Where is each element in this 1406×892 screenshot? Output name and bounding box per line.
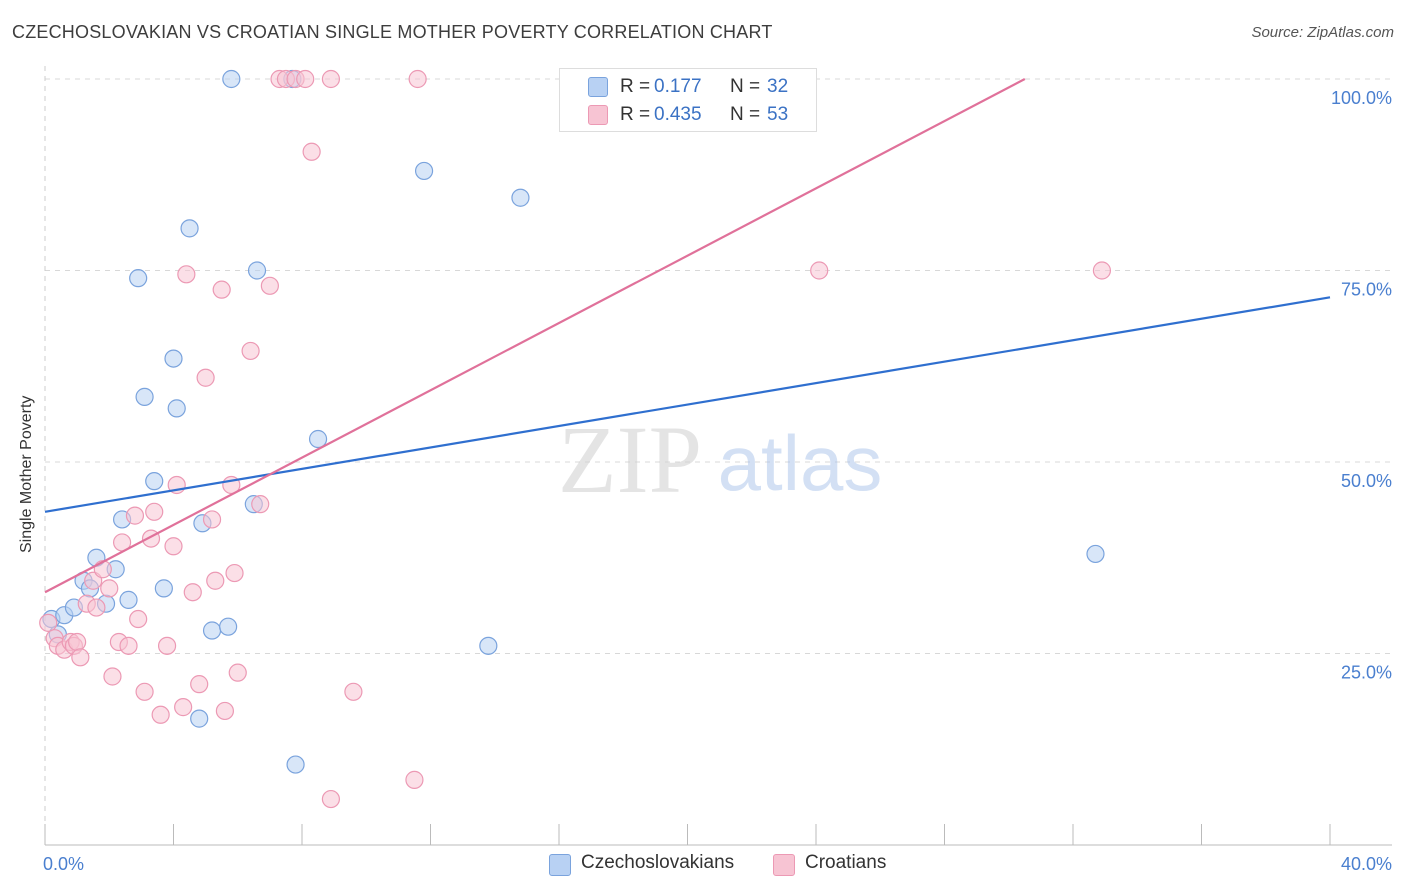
croat-point — [87, 598, 106, 617]
czech-swatch — [588, 77, 608, 97]
croat-point — [174, 698, 193, 717]
croat-legend-label: Croatians — [805, 852, 887, 873]
czech-point — [202, 621, 222, 640]
czech-point — [164, 349, 183, 368]
croat-point — [1092, 261, 1112, 280]
r-label: R = — [620, 104, 651, 125]
czech-point — [247, 261, 267, 280]
watermark-atlas: atlas — [718, 419, 883, 507]
czech-point — [135, 387, 154, 406]
croat-point — [71, 648, 90, 667]
grid-layer — [45, 78, 1392, 654]
y-tick-label: 75.0% — [1341, 280, 1392, 300]
croat-point — [119, 636, 138, 655]
croat-n-value: 53 — [767, 104, 789, 125]
croat-point — [408, 69, 427, 89]
n-label: N = — [730, 104, 761, 125]
czech-point — [119, 590, 138, 609]
croat-point — [190, 675, 209, 694]
croat-point — [151, 705, 170, 724]
croat-point — [260, 276, 279, 295]
legend-row-croat: R = 0.435 N = 53 — [560, 102, 816, 130]
croat-point — [39, 613, 58, 632]
czech-point — [219, 617, 238, 636]
n-label: N = — [730, 76, 761, 97]
r-label: R = — [620, 76, 651, 97]
croat-point — [177, 265, 196, 284]
y-tick-label: 100.0% — [1331, 88, 1392, 108]
czech-point — [511, 188, 530, 207]
czech-r-value: 0.177 — [654, 76, 702, 97]
x-tick-label-max: 40.0% — [1341, 854, 1392, 874]
croat-point — [405, 770, 424, 789]
croat-point — [344, 682, 363, 701]
croat-point — [215, 701, 234, 721]
czech-point — [1086, 544, 1105, 564]
tick-labels: 25.0% 50.0% 75.0% 100.0% 0.0% 40.0% — [43, 88, 1392, 874]
x-tick-label-min: 0.0% — [43, 854, 84, 874]
croat-point — [135, 682, 154, 701]
czech-legend-swatch — [549, 854, 571, 876]
croat-point — [145, 502, 164, 521]
y-axis-title-wrap: Single Mother Poverty — [0, 396, 35, 553]
czech-point — [414, 161, 434, 181]
croat-legend-swatch — [773, 854, 795, 876]
czech-point — [286, 755, 305, 774]
croat-point — [125, 506, 145, 525]
croat-point — [202, 510, 222, 529]
watermark-zip: ZIP — [558, 406, 702, 513]
y-axis-title: Single Mother Poverty — [18, 395, 35, 553]
croat-swatch — [588, 105, 608, 125]
watermark: ZIP atlas — [558, 406, 882, 513]
croat-point — [810, 261, 829, 280]
croat-point — [225, 563, 244, 583]
croat-point — [103, 667, 122, 686]
czech-point — [180, 219, 199, 238]
czech-trend-line — [44, 296, 1331, 513]
czech-point — [222, 69, 241, 89]
croat-point — [100, 579, 119, 598]
croat-point — [302, 142, 321, 161]
croat-point — [212, 280, 231, 299]
czech-point — [145, 472, 164, 491]
source-label: Source: ZipAtlas.com — [1251, 24, 1394, 41]
trend-lines — [44, 78, 1331, 594]
croat-point — [93, 560, 112, 579]
croat-point — [321, 789, 341, 809]
chart-title: CZECHOSLOVAKIAN VS CROATIAN SINGLE MOTHE… — [12, 22, 773, 42]
croat-point — [196, 368, 215, 387]
y-tick-label: 25.0% — [1341, 663, 1392, 683]
czech-legend-label: Czechoslovakians — [581, 852, 735, 873]
croat-point — [164, 537, 183, 556]
croat-point — [251, 495, 270, 514]
croat-point — [296, 69, 315, 89]
croat-point — [157, 636, 177, 655]
czech-point — [154, 579, 173, 598]
croat-point — [228, 663, 247, 682]
croat-point — [241, 341, 260, 361]
legend-row-czech: R = 0.177 N = 32 — [560, 74, 816, 102]
czech-point — [190, 709, 209, 728]
croat-r-value: 0.435 — [654, 104, 702, 125]
series-legend: Czechoslovakians Croatians — [0, 852, 1406, 878]
correlation-legend: R = 0.177 N = 32 R = 0.435 N = 53 — [559, 68, 817, 132]
croat-point — [68, 632, 87, 652]
croat-points — [39, 69, 1112, 809]
czech-n-value: 32 — [767, 76, 789, 97]
czech-point — [479, 636, 498, 655]
czech-point — [129, 269, 148, 288]
croat-point — [183, 583, 202, 602]
czech-point — [308, 429, 328, 449]
croat-point — [206, 571, 225, 590]
y-tick-label: 50.0% — [1341, 471, 1392, 491]
croat-point — [129, 609, 148, 629]
croat-trend-line — [44, 78, 1026, 594]
axis-layer — [44, 66, 1392, 846]
czech-point — [167, 399, 186, 418]
croat-point — [321, 69, 341, 89]
